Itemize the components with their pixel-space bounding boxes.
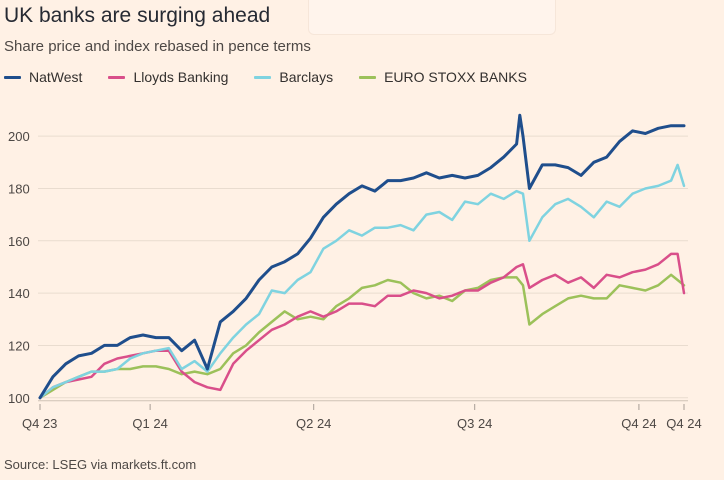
chart-title: UK banks are surging ahead — [4, 4, 271, 27]
series-line-euro-stoxx-banks — [38, 273, 686, 400]
legend-label-lloyds: Lloyds Banking — [133, 69, 229, 85]
x-tick-label: Q4 24 — [621, 416, 656, 431]
x-tick-label: Q4 24 — [666, 416, 701, 431]
legend-item-natwest: NatWest — [4, 69, 82, 85]
y-tick-label: 120 — [8, 338, 30, 353]
x-tick-label: Q3 24 — [457, 416, 492, 431]
y-tick-label: 140 — [8, 286, 30, 301]
x-tick-label: Q4 23 — [22, 416, 57, 431]
y-tick-label: 160 — [8, 234, 30, 249]
series-line-barclays — [38, 163, 686, 400]
legend-swatch-lloyds — [108, 75, 126, 79]
legend-label-natwest: NatWest — [29, 69, 83, 85]
y-tick-label: 180 — [8, 181, 30, 196]
y-tick-label: 200 — [8, 129, 30, 144]
legend-item-barclays: Barclays — [254, 69, 333, 85]
series-line-natwest — [38, 113, 686, 400]
legend-item-lloyds: Lloyds Banking — [108, 69, 228, 85]
chart-subtitle: Share price and index rebased in pence t… — [4, 38, 311, 55]
legend-label-eurostoxx: EURO STOXX BANKS — [384, 69, 527, 85]
legend-swatch-eurostoxx — [359, 75, 377, 79]
header-faint-panel — [308, 0, 556, 35]
legend-swatch-barclays — [254, 75, 272, 79]
y-tick-label: 100 — [8, 391, 30, 406]
series-line-lloyds-banking — [38, 252, 686, 400]
legend-swatch-natwest — [4, 75, 21, 79]
chart-source: Source: LSEG via markets.ft.com — [4, 457, 197, 472]
legend-item-eurostoxx: EURO STOXX BANKS — [359, 69, 527, 85]
x-tick-label: Q1 24 — [132, 416, 167, 431]
chart-legend: NatWest Lloyds Banking Barclays EURO STO… — [4, 69, 527, 85]
legend-label-barclays: Barclays — [279, 69, 334, 85]
x-tick-label: Q2 24 — [296, 416, 331, 431]
